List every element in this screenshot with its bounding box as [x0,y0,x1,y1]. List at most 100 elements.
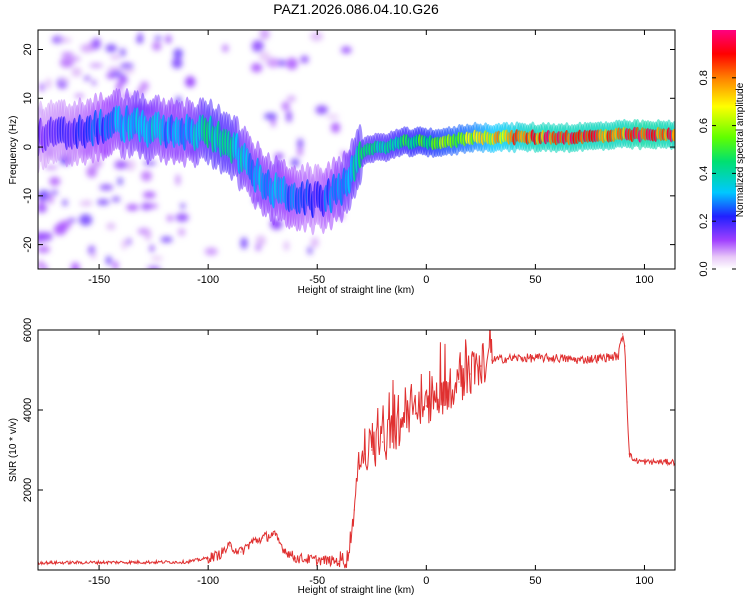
x-tick-label: 100 [635,274,653,286]
spectral-speck [117,177,123,186]
spectral-speck [91,80,97,86]
snr-point [643,461,646,463]
snr-point [207,557,209,559]
y-tick-label: 6000 [22,318,34,342]
snr-point [283,549,286,551]
spectral-speck [45,78,52,90]
spectral-speck [53,223,67,236]
colorbar-tick-label: 0.8 [698,70,710,85]
y-tick-label: 10 [22,92,34,104]
spectral-speck [59,57,74,68]
spectral-speck [222,44,229,53]
x-tick-label: -50 [309,575,325,587]
snr-plot-area [38,330,675,570]
snr-point [316,559,318,561]
snr-point [371,449,373,451]
snr-point [218,554,220,556]
x-tick-label: -100 [197,575,219,587]
snr-point [185,561,187,563]
snr-x-axis-label: Height of straight line (km) [298,585,415,596]
spectral-speck [140,81,149,91]
spectral-speck [286,95,296,102]
spectral-speck [147,265,161,269]
spectral-speck [149,244,155,253]
x-tick-label: 100 [635,575,653,587]
spectral-speck [144,228,152,241]
snr-panel: -150 -100 -50 0 50 100 2000 4000 6000 Height of… [8,318,676,596]
spectrogram-ridge [38,88,675,236]
spectral-speck [126,204,139,211]
spectral-speck [112,260,119,269]
colorbar-tick-label: 0.4 [698,166,710,181]
spectral-speck [166,215,174,222]
snr-x-ticks: -150 -100 -50 0 50 100 [88,330,654,587]
spectral-speck [67,218,77,223]
spectral-speck [74,93,85,98]
x-tick-label: 0 [423,274,429,286]
snr-point [626,401,628,403]
spectral-speck [61,52,74,57]
snr-point [622,333,624,335]
snr-point [425,405,427,407]
spectrogram-x-axis-label: Height of straight line (km) [298,285,415,296]
y-tick-label: 2000 [22,478,34,502]
spectral-speck [112,71,123,77]
snr-point [654,461,656,463]
snr-point [403,421,406,423]
spectral-speck [62,199,68,207]
snr-point [262,537,264,539]
snr-point [447,389,449,391]
spectral-speck [281,101,290,111]
snr-point [251,541,253,543]
spectral-speck [89,63,103,68]
spectral-speck [110,54,121,60]
spectral-speck [58,37,72,43]
spectral-speck [154,35,162,41]
spectral-speck [255,235,266,247]
snr-series [38,330,675,569]
spectral-speck [251,40,264,53]
spectral-speck [258,51,271,62]
spectral-speck [340,46,352,54]
spectral-speck [266,57,280,68]
spectral-speck [44,165,58,170]
colorbar-label: Normalized spectral amplitude [735,82,746,217]
snr-point [347,557,349,559]
spectral-speck [204,247,218,256]
spectral-speck [143,160,157,166]
spectral-speck [59,78,71,83]
spectral-speck [160,236,173,243]
spectral-speck [263,112,278,120]
spectral-speck [141,202,152,211]
spectral-speck [171,57,183,69]
x-tick-label: -100 [197,274,219,286]
snr-point [414,413,417,415]
spectral-speck [107,66,122,73]
snr-point [491,359,493,361]
y-tick-label: 4000 [22,398,34,422]
snr-point [512,357,515,359]
spectral-speck [126,237,132,246]
spectral-speck [259,30,270,40]
spectral-speck [38,203,48,213]
spectral-speck [297,138,304,149]
x-tick-label: 50 [529,575,541,587]
spectral-speck [105,255,112,265]
spectral-speck [175,213,189,222]
spectral-speck [151,255,163,262]
spectrogram-y-ticks: -20 -10 0 10 20 [22,43,675,253]
snr-point [338,560,340,562]
snr-point [628,453,630,455]
snr-point [458,381,460,383]
spectral-speck [105,44,117,53]
spectral-speck [315,105,329,115]
spectral-speck [114,160,128,170]
snr-point [556,357,558,359]
spectral-speck [71,67,82,77]
snr-point [600,357,602,359]
spectral-speck [70,262,80,269]
snr-point [617,355,619,357]
snr-point [392,429,395,431]
spectral-speck [251,63,263,73]
